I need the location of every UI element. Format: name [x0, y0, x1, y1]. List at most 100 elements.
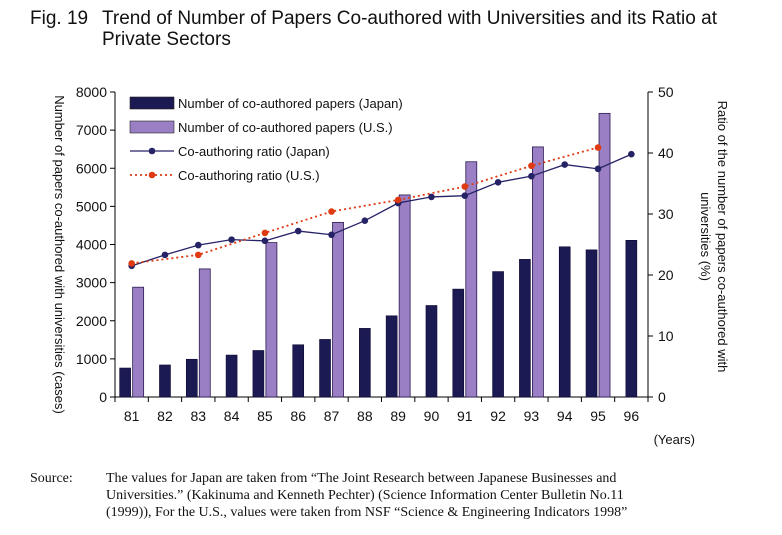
point-japan-ratio [561, 161, 569, 168]
bar-japan [558, 246, 571, 398]
legend-marker [148, 171, 156, 179]
point-japan-ratio [261, 237, 269, 245]
x-tick-label: 82 [157, 408, 173, 424]
bar-japan [225, 354, 238, 398]
bar-japan [359, 328, 371, 398]
x-tick-label: 93 [524, 408, 540, 424]
bar-japan [159, 364, 171, 398]
y-left-tick-label: 4000 [76, 237, 107, 253]
y-left-tick-label: 0 [99, 389, 107, 405]
x-tick-label: 81 [124, 408, 140, 424]
source-text: The values for Japan are taken from “The… [106, 470, 770, 521]
figure-title-line1: Fig. 19 Trend of Number of Papers Co-auth… [30, 8, 770, 29]
point-us-ratio [261, 229, 269, 237]
line-japan-ratio [131, 153, 632, 267]
point-japan-ratio [228, 236, 235, 243]
point-us-ratio [528, 162, 535, 170]
x-tick-label: 83 [190, 408, 206, 424]
y-right-tick-label: 50 [658, 84, 674, 100]
point-us-ratio [328, 208, 335, 215]
point-japan-ratio [161, 251, 169, 259]
source-note: Source: The values for Japan are taken f… [30, 470, 770, 521]
point-japan-ratio [528, 172, 535, 180]
figure-title-line2: Private Sectors [102, 29, 231, 50]
source-label: Source: [30, 471, 73, 486]
bar-japan [519, 259, 531, 398]
x-tick-label: 85 [257, 408, 273, 424]
source-line-3: (1999)), For the U.S., values were taken… [106, 505, 628, 520]
bar-us [465, 161, 478, 398]
bar-japan [319, 339, 331, 398]
point-japan-ratio [628, 150, 635, 158]
x-tick-label: 86 [290, 408, 306, 424]
line-us-ratio [131, 146, 599, 265]
x-axis-label: (Years) [654, 432, 695, 447]
y-right-tick-label: 10 [658, 328, 674, 344]
x-tick-label: 95 [590, 408, 606, 424]
x-tick-label: 94 [557, 408, 573, 424]
x-tick-label: 90 [424, 408, 440, 424]
figure-title: Fig. 19 Trend of Number of Papers Co-auth… [30, 8, 770, 50]
bar-us [532, 146, 544, 398]
point-japan-ratio [294, 227, 302, 235]
point-japan-ratio [594, 165, 602, 173]
bar-us [598, 112, 611, 398]
legend-label: Co-authoring ratio (U.S.) [178, 168, 320, 183]
bar-japan [585, 249, 598, 398]
bar-us [398, 194, 411, 398]
x-tick-label: 92 [490, 408, 506, 424]
figure-label: Fig. 19 [30, 8, 89, 29]
point-us-ratio [461, 183, 469, 190]
bar-japan [292, 344, 305, 398]
x-tick-label: 84 [224, 408, 240, 424]
y-axis-right-label: Ratio of the number of papers co-authore… [698, 101, 730, 373]
y-right-tick-label: 40 [658, 145, 674, 161]
y-axis-left-label: Number of papers co-authored with univer… [52, 95, 67, 414]
x-tick-label: 89 [390, 408, 406, 424]
legend-label: Co-authoring ratio (Japan) [178, 144, 330, 159]
y-left-tick-label: 7000 [76, 122, 107, 138]
legend-swatch [129, 120, 175, 134]
legend-label: Number of co-authored papers (Japan) [178, 96, 403, 111]
y-right-tick-label: 0 [658, 389, 666, 405]
point-japan-ratio [461, 192, 469, 199]
y-left-tick-label: 6000 [76, 160, 107, 176]
bar-japan [185, 358, 198, 398]
point-japan-ratio [428, 193, 435, 201]
y-left-tick-label: 2000 [76, 313, 107, 329]
x-tick-label: 88 [357, 408, 373, 424]
y-left-tick-label: 3000 [76, 275, 107, 291]
y-left-tick-label: 5000 [76, 198, 107, 214]
y-left-tick-label: 1000 [76, 351, 107, 367]
y-axis-right-label-line2: universities (%) [698, 192, 713, 281]
y-right-tick-label: 30 [658, 206, 674, 222]
legend-label: Number of co-authored papers (U.S.) [178, 120, 393, 135]
bar-japan [452, 288, 465, 398]
bar-us [132, 286, 145, 398]
point-japan-ratio [494, 178, 502, 186]
figure-title-text-1: Trend of Number of Papers Co-authored wi… [102, 8, 717, 29]
legend-marker [148, 147, 156, 155]
x-tick-label: 96 [624, 408, 640, 424]
point-japan-ratio [328, 231, 335, 239]
y-axis-right-label-line1: Ratio of the number of papers co-authore… [715, 101, 730, 373]
point-japan-ratio [361, 217, 369, 225]
bar-japan [492, 271, 504, 398]
source-line-2: Universities.” (Kakinuma and Kenneth Pec… [106, 488, 624, 503]
point-us-ratio [128, 260, 135, 267]
y-left-tick-label: 8000 [76, 84, 107, 100]
bar-us [332, 221, 344, 398]
bar-japan [425, 305, 438, 398]
bar-japan [119, 367, 131, 398]
bar-us [265, 242, 278, 398]
point-us-ratio [394, 196, 402, 204]
bar-japan [625, 240, 638, 398]
bar-japan [385, 315, 398, 398]
bar-us [198, 268, 211, 398]
y-right-tick-label: 20 [658, 267, 674, 283]
point-us-ratio [194, 251, 202, 259]
source-line-1: The values for Japan are taken from “The… [106, 471, 617, 486]
legend-swatch [129, 96, 175, 110]
point-us-ratio [594, 144, 602, 151]
